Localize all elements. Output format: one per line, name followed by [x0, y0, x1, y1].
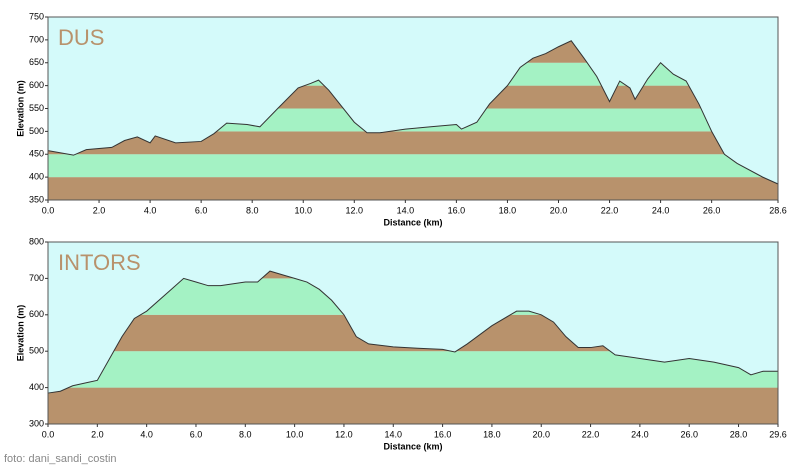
- y-tick-label: 500: [29, 346, 44, 356]
- x-tick-label: 12.0: [346, 205, 364, 215]
- x-axis-label: Distance (km): [383, 441, 442, 451]
- y-axis-label: Elevation (m): [15, 80, 25, 137]
- x-tick-label: 10.0: [286, 429, 304, 439]
- y-tick-label: 700: [29, 273, 44, 283]
- x-tick-label: 26.0: [680, 429, 698, 439]
- x-tick-label: 20.0: [550, 205, 568, 215]
- x-tick-label: 20.0: [532, 429, 550, 439]
- elevation-band: [48, 131, 778, 155]
- y-tick-label: 400: [29, 382, 44, 392]
- x-tick-label: 18.0: [483, 429, 501, 439]
- x-tick-label: 8.0: [246, 205, 259, 215]
- footer: foto: dani_sandi_costin: [4, 453, 117, 465]
- y-tick-label: 700: [29, 34, 44, 44]
- elevation-band: [48, 177, 778, 200]
- x-tick-label: 14.0: [385, 429, 403, 439]
- x-tick-label: 6.0: [195, 205, 208, 215]
- y-tick-label: 500: [29, 126, 44, 136]
- y-tick-label: 400: [29, 172, 44, 182]
- x-tick-label: 26.0: [703, 205, 721, 215]
- x-tick-label: 8.0: [239, 429, 252, 439]
- y-tick-label: 550: [29, 103, 44, 113]
- elevation-band: [48, 387, 778, 424]
- plot-frame: [47, 241, 779, 425]
- x-tick-label: 22.0: [582, 429, 600, 439]
- x-tick-label: 24.0: [652, 205, 670, 215]
- y-tick-label: 750: [29, 11, 44, 21]
- y-tick-label: 600: [29, 80, 44, 90]
- elevation-line: [47, 40, 779, 185]
- x-axis-label: Distance (km): [383, 217, 442, 227]
- x-tick-label: 28.6: [769, 205, 787, 215]
- x-tick-label: 4.0: [144, 205, 157, 215]
- x-tick-label: 29.6: [769, 429, 787, 439]
- y-tick-label: 450: [29, 149, 44, 159]
- chart-title: INTORS: [58, 250, 141, 275]
- x-tick-label: 14.0: [397, 205, 415, 215]
- x-tick-label: 0.0: [42, 205, 55, 215]
- y-tick-label: 600: [29, 309, 44, 319]
- x-tick-label: 12.0: [335, 429, 353, 439]
- y-tick-label: 800: [29, 236, 44, 246]
- x-tick-label: 6.0: [190, 429, 203, 439]
- elevation-line: [47, 270, 778, 394]
- x-tick-label: 2.0: [93, 205, 106, 215]
- x-tick-label: 16.0: [434, 429, 452, 439]
- x-tick-label: 24.0: [631, 429, 649, 439]
- y-axis-label: Elevation (m): [15, 305, 25, 362]
- x-tick-label: 28.0: [730, 429, 748, 439]
- y-tick-label: 300: [29, 418, 44, 428]
- y-tick-label: 350: [29, 194, 44, 204]
- x-tick-label: 2.0: [91, 429, 104, 439]
- x-tick-label: 0.0: [42, 429, 55, 439]
- y-tick-label: 650: [29, 57, 44, 67]
- x-tick-label: 10.0: [294, 205, 312, 215]
- x-tick-label: 18.0: [499, 205, 517, 215]
- x-tick-label: 4.0: [140, 429, 153, 439]
- x-tick-label: 16.0: [448, 205, 466, 215]
- elevation-band: [48, 154, 778, 178]
- chart-title: DUS: [58, 25, 104, 50]
- x-tick-label: 22.0: [601, 205, 619, 215]
